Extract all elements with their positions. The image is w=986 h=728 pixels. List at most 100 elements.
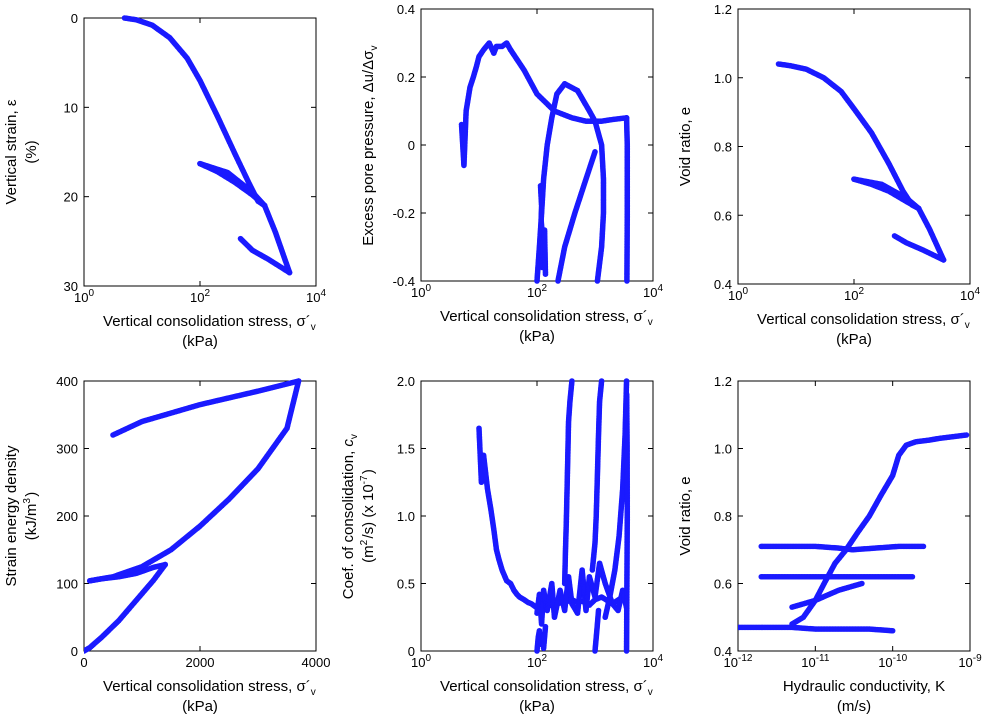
data-point [542, 625, 549, 632]
y-axis-label: (kJ/m3 ) [22, 492, 40, 541]
data-point [623, 379, 630, 386]
chart-panel-p1: 100 102 104 0 10 20 30 Vertical consolidation s… [3, 11, 326, 350]
x-axis-label: (kPa) [519, 698, 555, 715]
data-point [919, 543, 925, 550]
x-axis-label: Vertical consolidation stress, σ´v [757, 311, 971, 331]
y-tick-label: 0 [408, 138, 415, 153]
y-axis-label: (%) [23, 140, 40, 163]
data-points [121, 15, 293, 276]
y-tick-label: 300 [56, 442, 78, 457]
x-tick-label: 104 [643, 653, 663, 670]
data-point [893, 233, 899, 240]
data-points [775, 61, 947, 263]
x-tick-label: 4000 [302, 655, 331, 670]
y-tick-label: 1.0 [714, 442, 732, 457]
data-point [908, 573, 914, 580]
x-tick-label: 104 [960, 286, 980, 303]
x-tick-label: 10-10 [878, 653, 907, 670]
data-point [238, 236, 245, 243]
y-tick-label: 2.0 [397, 374, 415, 389]
x-tick-label: 100 [411, 653, 431, 670]
y-tick-label: 10 [64, 100, 78, 115]
plot-frame [737, 380, 971, 652]
chart-panel-p4: 0 2000 4000 0 100 200 300 400 Vertical consolida… [3, 374, 330, 715]
y-tick-label: 0.5 [397, 577, 415, 592]
x-axis-label: (m/s) [837, 698, 871, 715]
data-points [84, 378, 302, 654]
y-tick-label: -0.2 [393, 206, 415, 221]
y-tick-label: 0.4 [714, 644, 732, 659]
y-axis-label: Void ratio, e [677, 107, 694, 186]
x-tick-label: 10-9 [958, 653, 982, 670]
x-tick-label: 104 [643, 283, 663, 300]
y-tick-label: 0 [71, 644, 78, 659]
data-points [458, 40, 631, 284]
x-tick-label: 100 [74, 288, 94, 305]
y-tick-label: 400 [56, 374, 78, 389]
y-axis-label: Vertical strain, ε [3, 99, 20, 204]
chart-panel-p6: 10-12 10-11 10-10 10-9 0.4 0.6 0.8 1.0 1.2 Hydrau… [677, 374, 982, 715]
y-tick-label: 0.6 [714, 577, 732, 592]
y-tick-label: 0.4 [714, 277, 732, 292]
data-point [595, 609, 602, 615]
x-tick-label: 104 [306, 288, 326, 305]
x-axis-label: Vertical consolidation stress, σ´v [440, 308, 654, 328]
y-tick-label: 0.8 [714, 140, 732, 155]
x-tick-label: 100 [411, 283, 431, 300]
y-tick-label: 1.2 [714, 2, 732, 17]
data-point [857, 581, 864, 587]
y-tick-label: 1.0 [397, 509, 415, 524]
x-tick-label: 102 [527, 283, 547, 300]
y-tick-label: 0.4 [397, 2, 415, 17]
x-axis-label: Hydraulic conductivity, K [783, 678, 945, 695]
y-tick-label: 1.0 [714, 71, 732, 86]
y-tick-label: 0.6 [714, 208, 732, 223]
x-axis-label: (kPa) [182, 333, 218, 350]
y-tick-label: 0.8 [714, 509, 732, 524]
data-point [623, 393, 630, 399]
chart-panel-p3: 100 102 104 0.4 0.6 0.8 1.0 1.2 Vertical consoli… [677, 2, 980, 348]
data-points [738, 432, 970, 634]
x-axis-label: Vertical consolidation stress, σ´v [103, 678, 317, 698]
x-axis-label: Vertical consolidation stress, σ´v [103, 313, 317, 333]
x-axis-label: (kPa) [519, 328, 555, 345]
data-point [888, 627, 894, 634]
x-axis-label: (kPa) [836, 331, 872, 348]
plot-frame [83, 380, 317, 652]
data-point [111, 431, 118, 438]
y-axis-label: Void ratio, e [677, 476, 694, 555]
data-points [476, 378, 631, 654]
data-point [594, 276, 601, 283]
y-tick-label: 30 [64, 279, 78, 294]
y-axis-label: Coef. of consolidation, cv [340, 433, 360, 599]
y-tick-label: 0 [408, 644, 415, 659]
y-tick-label: 200 [56, 509, 78, 524]
y-tick-label: 1.5 [397, 442, 415, 457]
y-tick-label: 0 [71, 11, 78, 26]
y-tick-label: 0.2 [397, 70, 415, 85]
y-axis-label: (m2 /s) (x 10-7 ) [359, 469, 377, 563]
data-point [542, 269, 549, 276]
x-axis-label: Vertical consolidation stress, σ´v [440, 678, 654, 698]
chart-panel-p5: 100 102 104 0 0.5 1.0 1.5 2.0 Vertical consolida… [340, 374, 663, 715]
y-tick-label: -0.4 [393, 274, 415, 289]
x-tick-label: 100 [728, 286, 748, 303]
x-axis-label: (kPa) [182, 698, 218, 715]
data-point [591, 150, 598, 157]
data-point [568, 379, 575, 386]
y-axis-label: Excess pore pressure, Δu/Δσv [360, 44, 380, 245]
y-tick-label: 20 [64, 190, 78, 205]
x-tick-label: 2000 [186, 655, 215, 670]
x-tick-label: 102 [844, 286, 864, 303]
chart-panel-p2: 100 102 104 -0.4 -0.2 0 0.2 0.4 Vertical consoli… [360, 2, 663, 345]
data-point [624, 276, 630, 283]
x-tick-label: 10-11 [801, 653, 830, 670]
x-tick-label: 10-12 [724, 653, 753, 670]
plot-frame [420, 8, 654, 282]
y-axis-label: Strain energy density [3, 445, 20, 586]
data-point [598, 379, 605, 386]
x-tick-label: 102 [527, 653, 547, 670]
y-tick-label: 100 [56, 577, 78, 592]
x-tick-label: 0 [80, 655, 87, 670]
